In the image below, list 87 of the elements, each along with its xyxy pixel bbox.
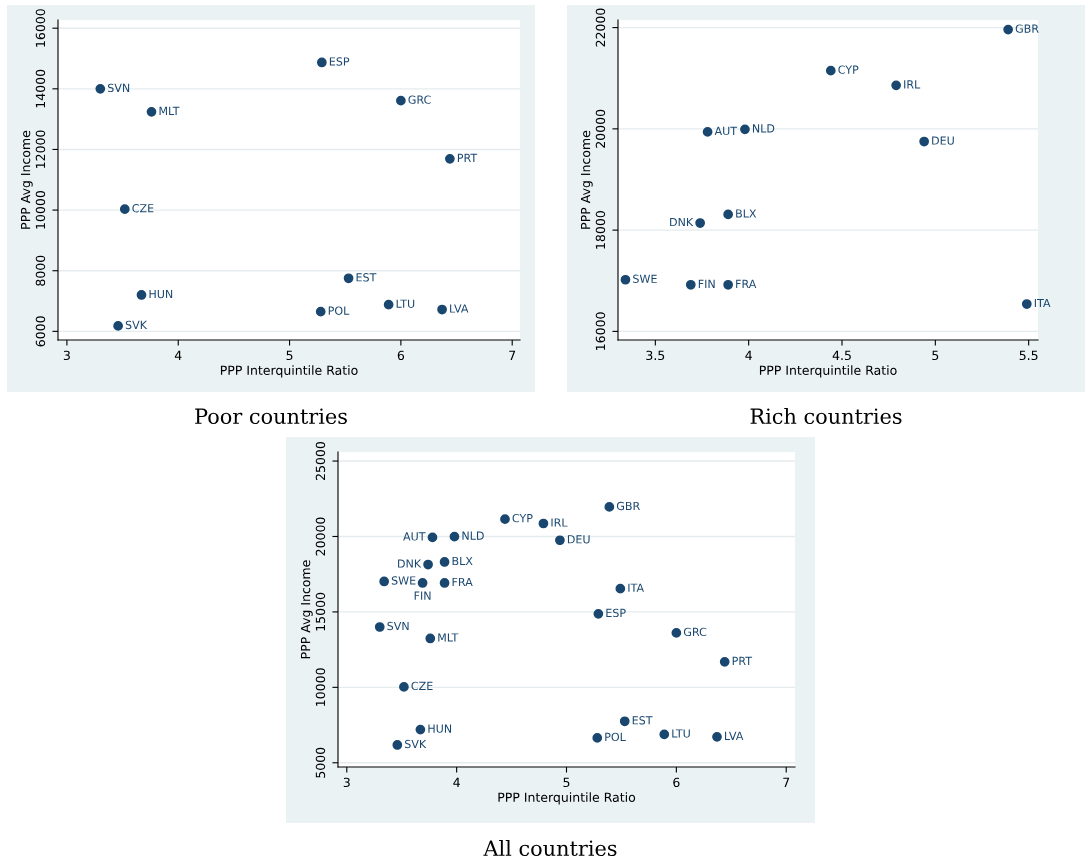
text: Poor countries xyxy=(195,408,347,425)
annotation: HUN xyxy=(428,724,452,733)
x-tick-label: 7 xyxy=(783,777,790,787)
annotation: ESP xyxy=(329,57,350,66)
y-tick-label: 20000 xyxy=(315,517,326,556)
annotation: BLX xyxy=(736,209,757,218)
y-tick-label: 10000 xyxy=(35,191,46,229)
annotation: PRT xyxy=(457,153,478,162)
x-tick-label: 5 xyxy=(286,350,293,361)
annotation: SWE xyxy=(633,274,657,283)
x-axis-title: PPP Interquintile Ratio xyxy=(498,792,636,805)
annotation: ITA xyxy=(1034,299,1051,308)
x-tick-label: 4.5 xyxy=(832,350,851,361)
x-tick-label: 5.5 xyxy=(1019,350,1038,361)
annotation: SVK xyxy=(125,320,148,330)
x-tick-label: 3.5 xyxy=(646,350,665,361)
x-tick-label: 5 xyxy=(932,350,939,361)
annotation: DEU xyxy=(567,535,590,544)
annotation: FIN xyxy=(698,279,715,288)
x-tick-label: 4 xyxy=(453,777,460,787)
text: Rich countries xyxy=(750,407,902,425)
y-axis-title: PPP Avg Income xyxy=(21,130,33,229)
annotation: FRA xyxy=(736,279,757,288)
annotation: SWE xyxy=(391,576,416,585)
annotation: LTU xyxy=(396,299,415,308)
annotation: AUT xyxy=(403,532,426,541)
annotation: CZE xyxy=(132,204,154,213)
annotation: POL xyxy=(605,732,626,742)
annotation: NLD xyxy=(462,531,484,540)
annotation: CYP xyxy=(512,513,533,523)
x-axis-title: PPP Interquintile Ratio xyxy=(220,365,358,378)
annotation: IRL xyxy=(904,80,921,89)
annotation: SVK xyxy=(405,739,427,749)
annotation: EST xyxy=(632,716,653,725)
y-tick-label: 15000 xyxy=(315,592,326,631)
annotation: MLT xyxy=(438,633,459,642)
annotation: PRT xyxy=(732,656,753,665)
annotation: CYP xyxy=(838,65,859,74)
annotation: AUT xyxy=(714,126,738,136)
annotation: EST xyxy=(356,273,377,282)
annotation: LVA xyxy=(725,731,744,740)
x-tick-label: 4 xyxy=(174,350,182,360)
annotation: IRL xyxy=(551,518,568,527)
annotation: SVN xyxy=(387,621,409,631)
annotation: POL xyxy=(328,306,350,315)
y-tick-label: 25000 xyxy=(315,442,326,481)
annotation: CZE xyxy=(411,681,433,691)
x-tick-label: 3 xyxy=(343,777,350,788)
annotation: FRA xyxy=(452,577,473,587)
y-tick-label: 5000 xyxy=(315,747,326,778)
x-axis-title: PPP Interquintile Ratio xyxy=(759,365,897,378)
y-axis-title: PPP Avg Income xyxy=(301,560,313,659)
annotation: NLD xyxy=(752,124,775,133)
y-tick-label: 22000 xyxy=(595,8,606,47)
text: All countries xyxy=(483,839,617,857)
annotation: GBR xyxy=(1015,24,1039,33)
y-axis-title: PPP Avg Income xyxy=(580,130,593,229)
y-tick-label: 20000 xyxy=(595,109,606,148)
x-tick-label: 6 xyxy=(397,350,405,361)
x-tick-label: 5 xyxy=(563,777,570,788)
y-tick-label: 14000 xyxy=(35,69,46,108)
x-tick-label: 6 xyxy=(673,777,680,788)
annotation: BLX xyxy=(452,556,473,566)
y-tick-label: 18000 xyxy=(595,211,606,249)
annotation: ESP xyxy=(606,608,626,618)
y-tick-label: 16000 xyxy=(35,9,46,47)
annotation: DEU xyxy=(932,136,954,145)
annotation: FIN xyxy=(414,591,431,600)
annotation: SVN xyxy=(107,83,130,93)
x-tick-label: 3 xyxy=(63,350,70,361)
x-tick-label: 7 xyxy=(509,350,516,360)
annotation: DNK xyxy=(670,218,694,227)
annotation: DNK xyxy=(398,559,422,568)
y-tick-label: 10000 xyxy=(315,668,326,706)
annotation: GRC xyxy=(683,627,707,637)
y-tick-label: 6000 xyxy=(35,316,46,347)
annotation: GRC xyxy=(408,95,431,104)
y-tick-label: 12000 xyxy=(35,130,46,168)
x-tick-label: 4 xyxy=(745,350,752,360)
y-tick-label: 16000 xyxy=(595,312,606,350)
annotation: LTU xyxy=(672,729,690,738)
annotation: GBR xyxy=(616,501,640,511)
annotation: HUN xyxy=(149,289,173,299)
annotation: LVA xyxy=(450,304,469,313)
annotation: ITA xyxy=(628,583,644,592)
y-tick-label: 8000 xyxy=(35,255,46,286)
annotation: MLT xyxy=(159,106,180,115)
